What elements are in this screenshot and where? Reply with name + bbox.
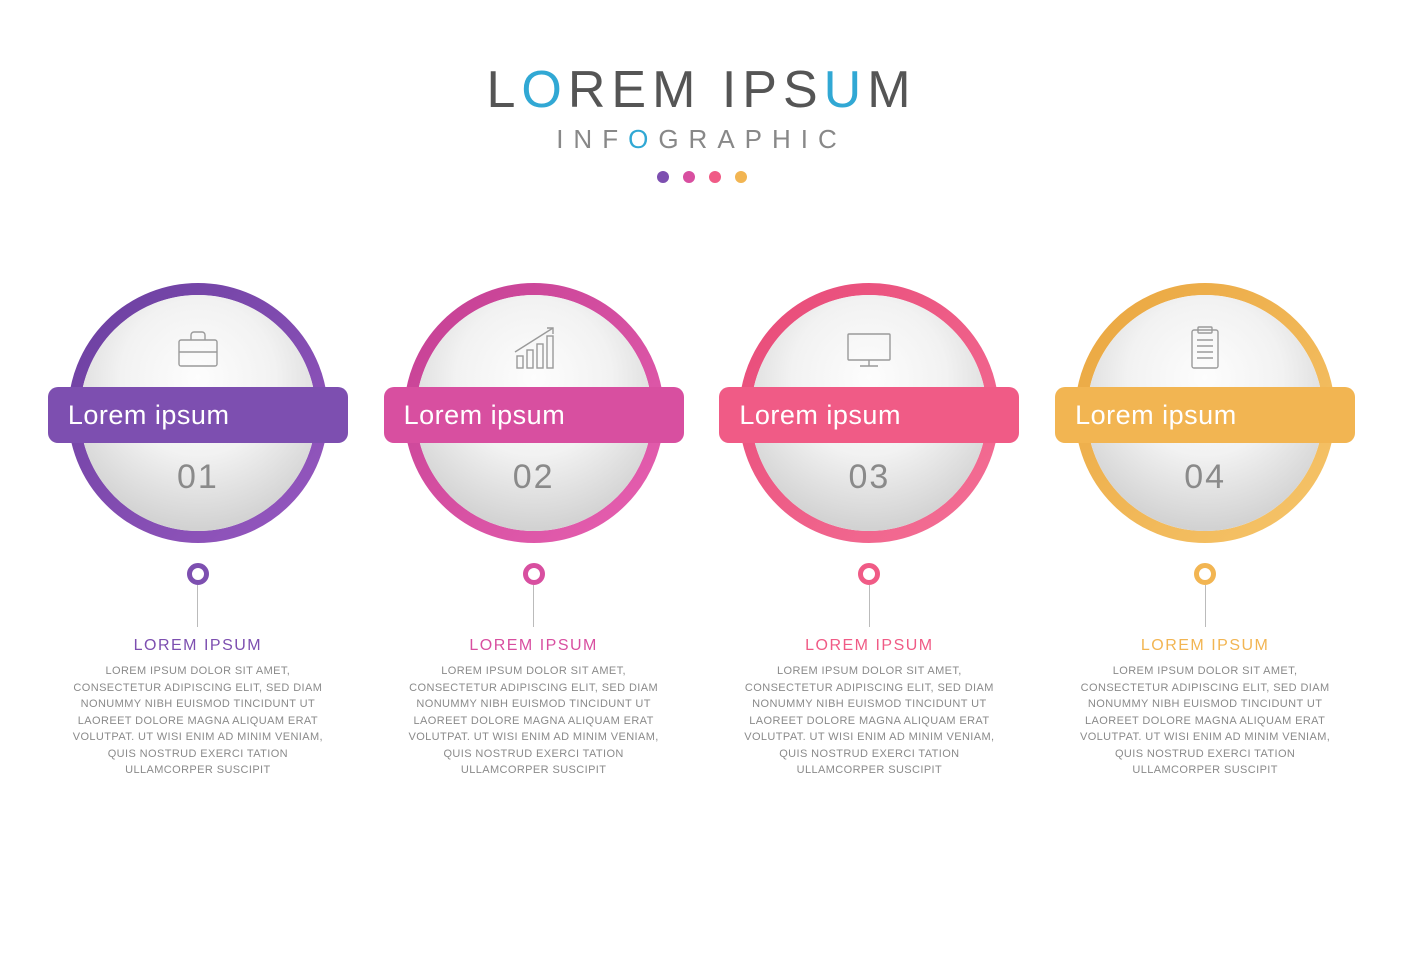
steps-row: 01Lorem ipsumLOREM IPSUMLOREM IPSUM DOLO… (0, 283, 1403, 779)
caption-title: LOREM IPSUM (68, 637, 328, 655)
caption: LOREM IPSUM LOREM IPSUM DOLOR SIT AMET, C… (68, 637, 328, 779)
step-number: 02 (416, 458, 652, 497)
connector (858, 563, 880, 627)
title-fragment: L (486, 61, 521, 119)
legend-dots (0, 171, 1403, 183)
step-01: 01Lorem ipsumLOREM IPSUMLOREM IPSUM DOLO… (50, 283, 346, 779)
connector-stem (197, 585, 198, 627)
caption: LOREM IPSUM LOREM IPSUM DOLOR SIT AMET, C… (1075, 637, 1335, 779)
subtitle-fragment: O (628, 124, 658, 154)
caption-body: LOREM IPSUM DOLOR SIT AMET, CONSECTETUR … (739, 663, 999, 779)
connector (187, 563, 209, 627)
subtitle-fragment: INF (556, 124, 628, 154)
caption: LOREM IPSUM LOREM IPSUM DOLOR SIT AMET, C… (739, 637, 999, 779)
step-03: 03Lorem ipsumLOREM IPSUMLOREM IPSUM DOLO… (722, 283, 1018, 779)
caption: LOREM IPSUM LOREM IPSUM DOLOR SIT AMET, C… (404, 637, 664, 779)
step-band: Lorem ipsum (384, 387, 684, 443)
clipboard-icon (1178, 317, 1232, 381)
step-circle: 03Lorem ipsum (739, 283, 999, 543)
main-title: LOREM IPSUM (0, 60, 1403, 120)
legend-dot (709, 171, 721, 183)
step-circle: 02Lorem ipsum (404, 283, 664, 543)
header: LOREM IPSUM INFOGRAPHIC (0, 0, 1403, 183)
caption-body: LOREM IPSUM DOLOR SIT AMET, CONSECTETUR … (404, 663, 664, 779)
title-fragment: O (521, 61, 567, 119)
connector-bullet (858, 563, 880, 585)
title-fragment: M (867, 61, 916, 119)
step-band: Lorem ipsum (719, 387, 1019, 443)
caption-title: LOREM IPSUM (1075, 637, 1335, 655)
legend-dot (683, 171, 695, 183)
step-04: 04Lorem ipsumLOREM IPSUMLOREM IPSUM DOLO… (1057, 283, 1353, 779)
subtitle-fragment: GRAPHIC (658, 124, 846, 154)
monitor-icon (842, 317, 896, 381)
step-circle: 01Lorem ipsum (68, 283, 328, 543)
caption-body: LOREM IPSUM DOLOR SIT AMET, CONSECTETUR … (68, 663, 328, 779)
connector-stem (869, 585, 870, 627)
connector-stem (533, 585, 534, 627)
legend-dot (735, 171, 747, 183)
connector (523, 563, 545, 627)
step-02: 02Lorem ipsumLOREM IPSUMLOREM IPSUM DOLO… (386, 283, 682, 779)
caption-title: LOREM IPSUM (404, 637, 664, 655)
connector-bullet (187, 563, 209, 585)
title-fragment: REM IPS (568, 61, 824, 119)
step-number: 01 (80, 458, 316, 497)
step-band: Lorem ipsum (48, 387, 348, 443)
connector-bullet (1194, 563, 1216, 585)
subtitle: INFOGRAPHIC (0, 124, 1403, 155)
briefcase-icon (171, 317, 225, 381)
connector-bullet (523, 563, 545, 585)
connector (1194, 563, 1216, 627)
caption-body: LOREM IPSUM DOLOR SIT AMET, CONSECTETUR … (1075, 663, 1335, 779)
chart-icon (507, 317, 561, 381)
legend-dot (657, 171, 669, 183)
step-circle: 04Lorem ipsum (1075, 283, 1335, 543)
title-fragment: U (824, 61, 868, 119)
step-band: Lorem ipsum (1055, 387, 1355, 443)
step-number: 04 (1087, 458, 1323, 497)
connector-stem (1205, 585, 1206, 627)
step-number: 03 (751, 458, 987, 497)
caption-title: LOREM IPSUM (739, 637, 999, 655)
